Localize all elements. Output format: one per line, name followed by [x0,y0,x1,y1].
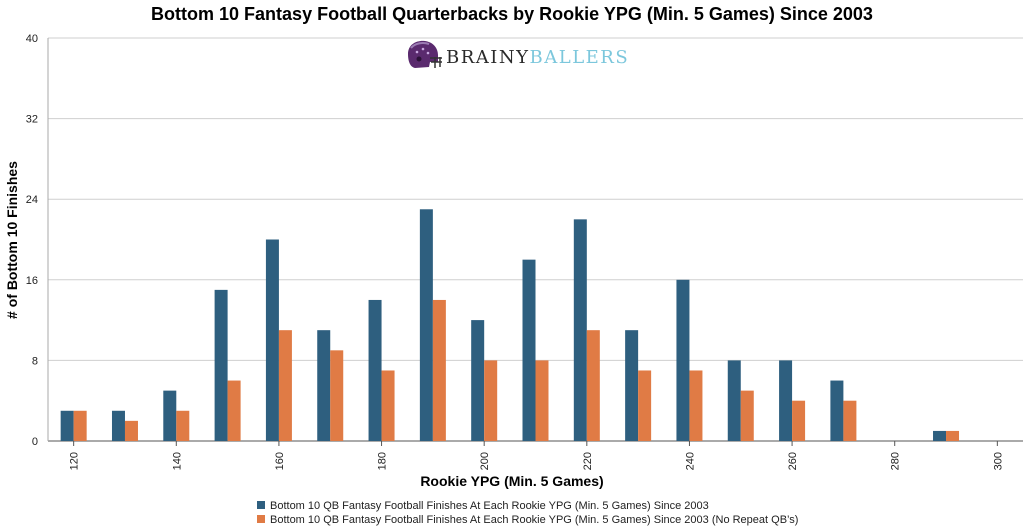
x-axis-label: Rookie YPG (Min. 5 Games) [420,473,603,489]
x-tick-label: 120 [69,452,81,470]
x-tick-label: 140 [171,452,183,470]
x-tick-label: 260 [787,452,799,470]
y-tick-label: 40 [26,33,38,45]
svg-text:BRAINYBALLERS: BRAINYBALLERS [446,47,629,68]
legend: Bottom 10 QB Fantasy Football Finishes A… [257,500,798,526]
bar-series-1-150 [214,289,228,441]
y-tick-label: 24 [26,194,38,206]
bar-series-2-250 [740,390,754,441]
bar-series-1-180 [368,299,382,441]
bar-series-1-160 [265,239,279,441]
brand-logo: BRAINYBALLERS [408,40,629,68]
bar-series-1-290 [933,430,947,441]
x-axis-ticks: 120 140 160 180 200 220 240 260 280 300 [69,441,1004,470]
x-tick-label: 160 [274,452,286,470]
y-tick-label: 32 [26,114,38,126]
bar-series-1-210 [522,259,536,441]
bar-series-1-170 [317,330,331,441]
bar-series-2-170 [330,350,344,441]
y-tick-label: 0 [32,436,38,448]
bar-series-1-240 [676,279,690,441]
bars [60,209,960,441]
legend-swatch-series-1 [257,501,265,509]
bar-series-2-210 [535,360,549,441]
y-axis-label: # of Bottom 10 Finishes [4,161,20,319]
bar-series-2-290 [946,430,960,441]
logo-text-brainy: BRAINY [446,47,530,68]
x-tick-label: 280 [890,452,902,470]
bar-series-2-220 [586,330,600,441]
bar-series-1-120 [60,410,74,441]
bar-series-1-140 [163,390,177,441]
bar-series-1-190 [419,209,433,441]
logo-text-ballers: BALLERS [530,47,630,68]
bar-series-1-220 [573,219,587,441]
x-tick-label: 240 [684,452,696,470]
x-tick-label: 300 [992,452,1004,470]
legend-swatch-series-2 [257,515,265,523]
x-tick-label: 220 [582,452,594,470]
bar-series-2-130 [124,420,138,441]
helmet-icon [408,40,442,68]
bar-series-1-130 [111,410,125,441]
bar-series-2-260 [792,400,806,441]
bar-series-2-200 [484,360,498,441]
legend-entry-series-2: Bottom 10 QB Fantasy Football Finishes A… [270,514,798,526]
bar-series-2-160 [278,330,292,441]
chart-title: Bottom 10 Fantasy Football Quarterbacks … [151,4,873,24]
bar-series-1-250 [727,360,741,441]
bar-series-1-260 [779,360,793,441]
bar-series-1-230 [625,330,639,441]
bar-series-2-270 [843,400,857,441]
x-tick-label: 200 [479,452,491,470]
bar-series-2-150 [227,380,241,441]
bar-series-2-120 [73,410,87,441]
bar-series-2-190 [432,299,446,441]
bar-series-2-140 [176,410,190,441]
y-tick-label: 16 [26,275,38,287]
bar-series-1-200 [471,320,485,441]
bar-series-2-230 [638,370,652,441]
y-tick-label: 8 [32,355,38,367]
bar-series-2-180 [381,370,395,441]
legend-entry-series-1: Bottom 10 QB Fantasy Football Finishes A… [270,500,709,512]
y-axis-ticks: 0 8 16 24 32 40 [26,33,38,448]
bar-series-1-270 [830,380,844,441]
x-tick-label: 180 [377,452,389,470]
bar-series-2-240 [689,370,703,441]
